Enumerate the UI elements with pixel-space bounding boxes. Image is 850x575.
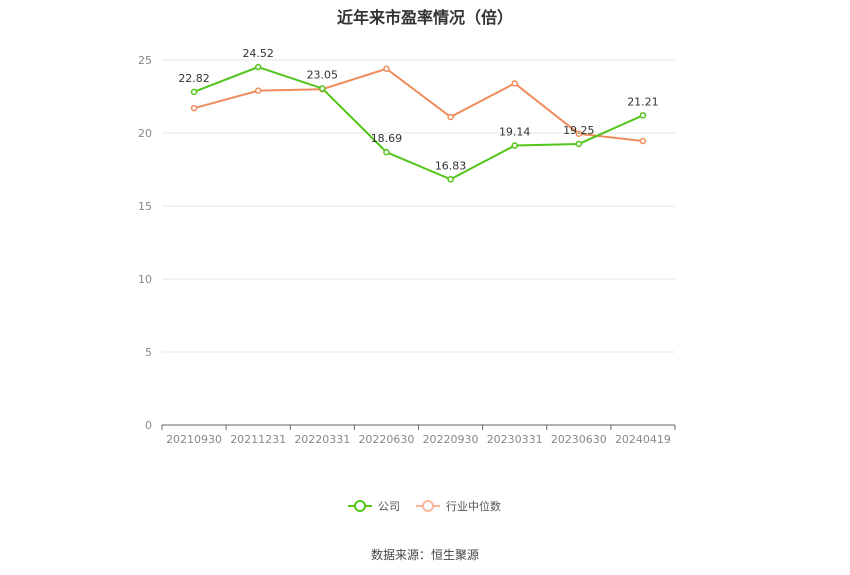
series-1-point [383,65,390,73]
legend: 公司 行业中位数 [348,499,501,513]
legend-label-0: 公司 [378,500,400,513]
legend-item-0: 公司 [348,500,400,513]
y-tick-label-5: 5 [145,346,152,359]
y-tick-label-20: 20 [138,127,152,140]
x-tick-label-20210930: 20210930 [166,433,222,446]
series-1-point [190,104,198,112]
legend-swatch-marker [422,500,434,512]
series-0-point [447,176,454,183]
series-0-point [383,148,390,156]
series-0-point [511,142,518,149]
data-label-20210930: 22.82 [178,72,210,85]
series-1-point [447,113,454,121]
series-line-0 [193,65,644,181]
series-line-1 [193,67,644,143]
source-note: 数据来源：恒生聚源 [370,548,479,562]
y-tick-label-10: 10 [138,273,152,286]
data-label-20220331: 23.05 [307,68,339,81]
data-label-20240419: 21.21 [627,95,659,108]
x-tick-label-20220331: 20220331 [294,433,350,446]
series-lines [190,63,647,183]
data-label-20220930: 16.83 [435,159,467,172]
series-1-point [639,137,647,145]
series-0-point [190,88,198,96]
series-0-point [639,112,647,119]
data-labels: 22.82 24.52 23.05 18.69 16.83 19.14 19.25 21.21 [178,47,658,172]
data-label-20211231: 24.52 [242,47,274,60]
series-0-point [254,63,262,71]
y-tick-label-0: 0 [145,419,152,432]
series-1-point [511,80,518,87]
x-tick-label-20220630: 20220630 [358,433,414,446]
data-label-20220630: 18.69 [371,132,403,145]
series-1-point [254,87,262,94]
series-1-point [575,130,583,137]
x-tick-label-20211231: 20211231 [230,433,286,446]
data-label-20230331: 19.14 [499,126,531,139]
x-tick-label-20240419: 20240419 [615,433,671,446]
series-0-point [319,85,326,92]
y-tick-label-25: 25 [138,54,152,67]
axes: 0 5 10 15 20 25 20210930 20211231 20220331 202206… [138,54,676,446]
x-tick-label-20220930: 20220930 [423,433,479,446]
legend-label-1: 行业中位数 [446,499,501,513]
x-tick-label-20230331: 20230331 [487,433,543,446]
legend-swatch-marker [354,500,366,512]
x-tick-label-20230630: 20230630 [551,433,607,446]
data-label-20230630: 19.25 [563,124,595,137]
chart-title: 近年来市盈率情况（倍） [336,8,513,27]
legend-item-1: 行业中位数 [416,499,501,513]
series-0-point [575,140,583,148]
y-tick-label-15: 15 [138,200,152,213]
grid-lines [162,59,675,353]
